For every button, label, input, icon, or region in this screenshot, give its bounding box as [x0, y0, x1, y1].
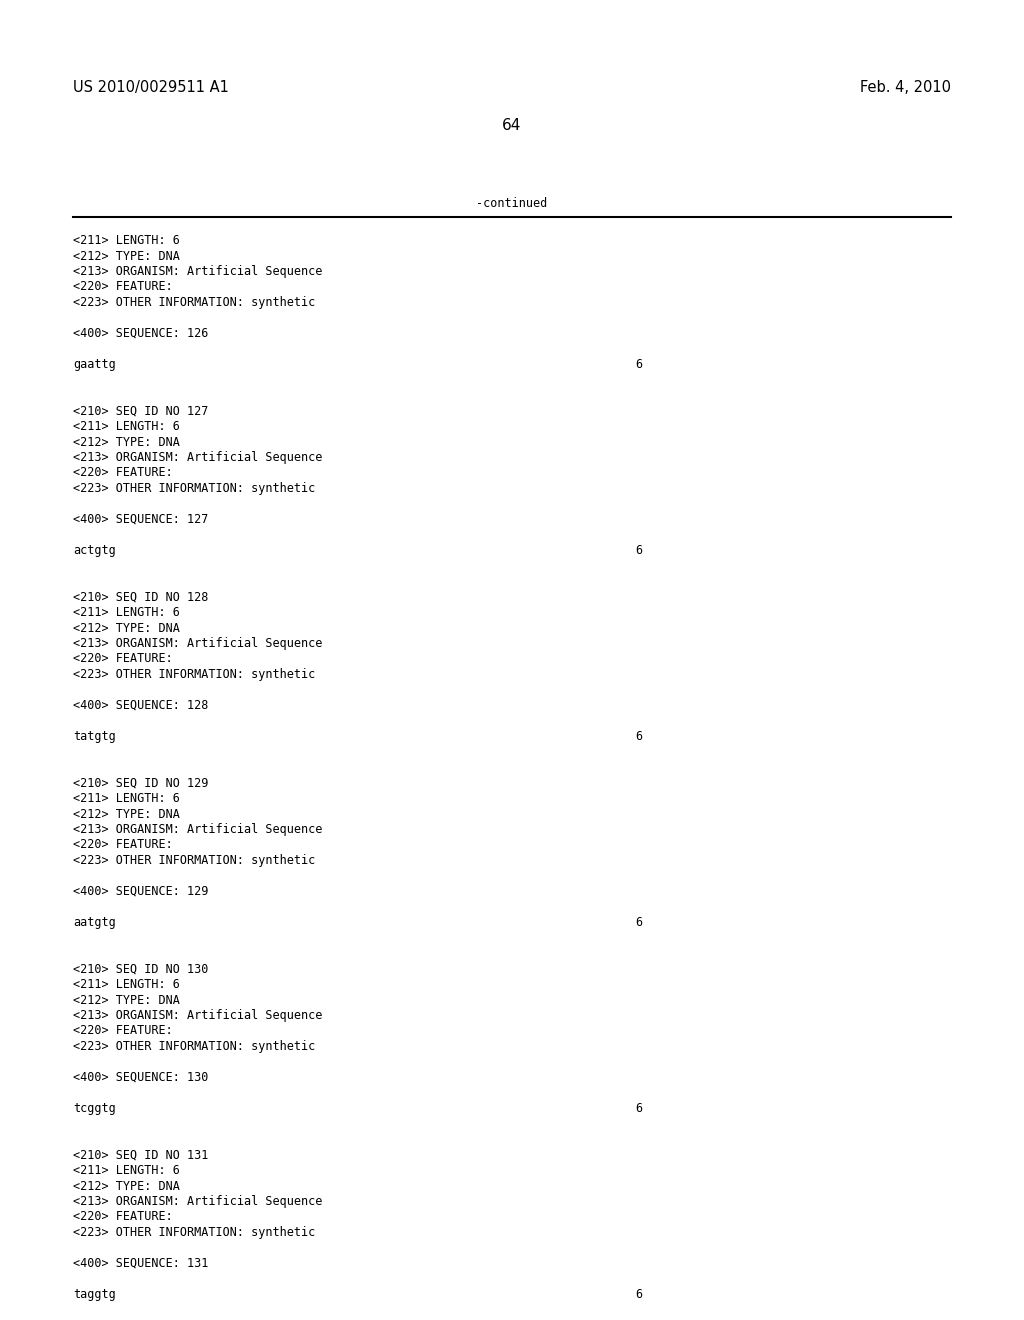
Text: <213> ORGANISM: Artificial Sequence: <213> ORGANISM: Artificial Sequence [73, 265, 323, 279]
Text: <210> SEQ ID NO 127: <210> SEQ ID NO 127 [73, 404, 208, 417]
Text: <220> FEATURE:: <220> FEATURE: [73, 1210, 173, 1224]
Text: 6: 6 [635, 1102, 642, 1115]
Text: 6: 6 [635, 358, 642, 371]
Text: aatgtg: aatgtg [73, 916, 116, 929]
Text: <223> OTHER INFORMATION: synthetic: <223> OTHER INFORMATION: synthetic [73, 1040, 315, 1053]
Text: Feb. 4, 2010: Feb. 4, 2010 [860, 81, 951, 95]
Text: 6: 6 [635, 1288, 642, 1302]
Text: 6: 6 [635, 916, 642, 929]
Text: <213> ORGANISM: Artificial Sequence: <213> ORGANISM: Artificial Sequence [73, 451, 323, 465]
Text: <211> LENGTH: 6: <211> LENGTH: 6 [73, 792, 180, 805]
Text: <212> TYPE: DNA: <212> TYPE: DNA [73, 808, 180, 821]
Text: <400> SEQUENCE: 130: <400> SEQUENCE: 130 [73, 1071, 208, 1084]
Text: <210> SEQ ID NO 130: <210> SEQ ID NO 130 [73, 962, 208, 975]
Text: <210> SEQ ID NO 128: <210> SEQ ID NO 128 [73, 590, 208, 603]
Text: <220> FEATURE:: <220> FEATURE: [73, 281, 173, 293]
Text: <212> TYPE: DNA: <212> TYPE: DNA [73, 994, 180, 1006]
Text: US 2010/0029511 A1: US 2010/0029511 A1 [73, 81, 229, 95]
Text: taggtg: taggtg [73, 1288, 116, 1302]
Text: <220> FEATURE:: <220> FEATURE: [73, 652, 173, 665]
Text: <211> LENGTH: 6: <211> LENGTH: 6 [73, 234, 180, 247]
Text: <223> OTHER INFORMATION: synthetic: <223> OTHER INFORMATION: synthetic [73, 854, 315, 867]
Text: <210> SEQ ID NO 129: <210> SEQ ID NO 129 [73, 776, 208, 789]
Text: <223> OTHER INFORMATION: synthetic: <223> OTHER INFORMATION: synthetic [73, 296, 315, 309]
Text: <220> FEATURE:: <220> FEATURE: [73, 1024, 173, 1038]
Text: <223> OTHER INFORMATION: synthetic: <223> OTHER INFORMATION: synthetic [73, 1226, 315, 1239]
Text: -continued: -continued [476, 197, 548, 210]
Text: <223> OTHER INFORMATION: synthetic: <223> OTHER INFORMATION: synthetic [73, 668, 315, 681]
Text: <213> ORGANISM: Artificial Sequence: <213> ORGANISM: Artificial Sequence [73, 1008, 323, 1022]
Text: <400> SEQUENCE: 131: <400> SEQUENCE: 131 [73, 1257, 208, 1270]
Text: <220> FEATURE:: <220> FEATURE: [73, 466, 173, 479]
Text: <400> SEQUENCE: 129: <400> SEQUENCE: 129 [73, 884, 208, 898]
Text: <211> LENGTH: 6: <211> LENGTH: 6 [73, 1164, 180, 1177]
Text: 6: 6 [635, 544, 642, 557]
Text: gaattg: gaattg [73, 358, 116, 371]
Text: <212> TYPE: DNA: <212> TYPE: DNA [73, 249, 180, 263]
Text: <211> LENGTH: 6: <211> LENGTH: 6 [73, 420, 180, 433]
Text: tatgtg: tatgtg [73, 730, 116, 743]
Text: <400> SEQUENCE: 128: <400> SEQUENCE: 128 [73, 700, 208, 711]
Text: <213> ORGANISM: Artificial Sequence: <213> ORGANISM: Artificial Sequence [73, 1195, 323, 1208]
Text: <211> LENGTH: 6: <211> LENGTH: 6 [73, 606, 180, 619]
Text: <400> SEQUENCE: 127: <400> SEQUENCE: 127 [73, 513, 208, 525]
Text: actgtg: actgtg [73, 544, 116, 557]
Text: <213> ORGANISM: Artificial Sequence: <213> ORGANISM: Artificial Sequence [73, 822, 323, 836]
Text: <211> LENGTH: 6: <211> LENGTH: 6 [73, 978, 180, 991]
Text: <400> SEQUENCE: 126: <400> SEQUENCE: 126 [73, 327, 208, 341]
Text: <223> OTHER INFORMATION: synthetic: <223> OTHER INFORMATION: synthetic [73, 482, 315, 495]
Text: <212> TYPE: DNA: <212> TYPE: DNA [73, 436, 180, 449]
Text: tcggtg: tcggtg [73, 1102, 116, 1115]
Text: 64: 64 [503, 117, 521, 133]
Text: 6: 6 [635, 730, 642, 743]
Text: <213> ORGANISM: Artificial Sequence: <213> ORGANISM: Artificial Sequence [73, 638, 323, 649]
Text: <212> TYPE: DNA: <212> TYPE: DNA [73, 622, 180, 635]
Text: <210> SEQ ID NO 131: <210> SEQ ID NO 131 [73, 1148, 208, 1162]
Text: <212> TYPE: DNA: <212> TYPE: DNA [73, 1180, 180, 1192]
Text: <220> FEATURE:: <220> FEATURE: [73, 838, 173, 851]
